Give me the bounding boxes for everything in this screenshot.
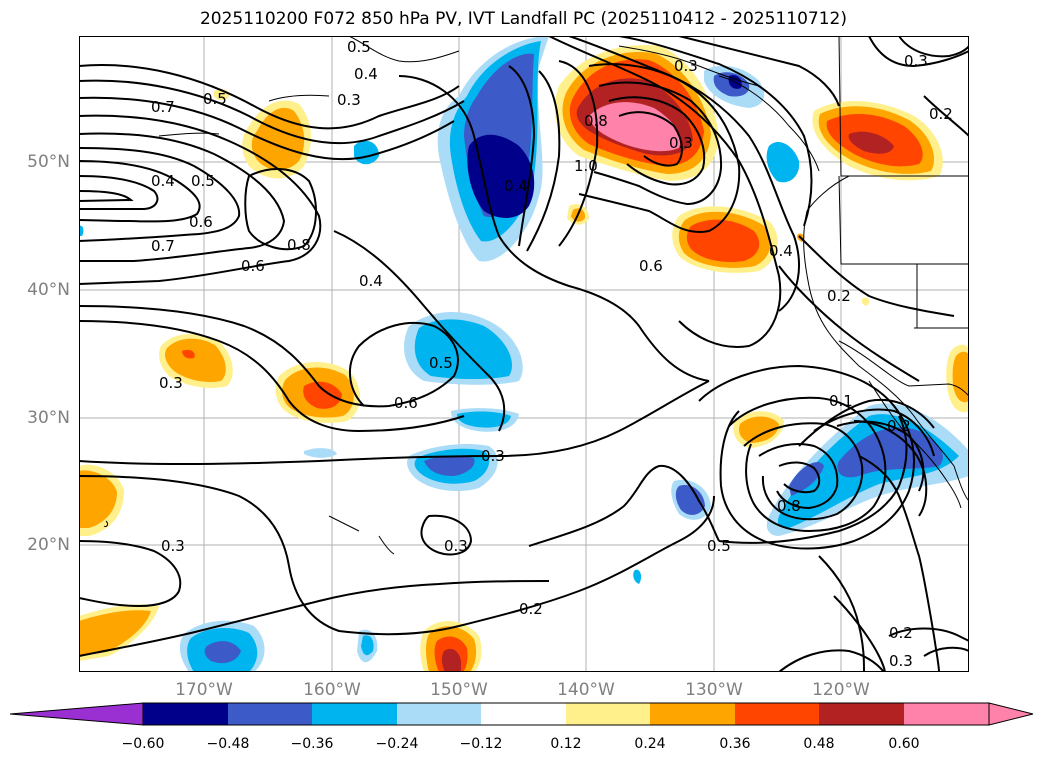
- colorbar-extend-low: [10, 702, 144, 726]
- contour-label: 0.5: [191, 172, 215, 190]
- colorbar-tick: −0.24: [375, 736, 419, 752]
- colorbar-bin: [904, 703, 989, 725]
- contour-label: 0.2: [887, 417, 911, 435]
- contour-label: 0.2: [519, 600, 543, 618]
- colorbar-bin: [143, 703, 228, 725]
- colorbar-extend-high: [988, 702, 1034, 726]
- lat-label-50n: 50°N: [27, 152, 70, 172]
- colorbar-tick: −0.12: [459, 736, 503, 752]
- contour-label: 0.2: [827, 287, 851, 305]
- contour-label: 0.6: [394, 394, 418, 412]
- pc-contours: [79, 36, 969, 672]
- contour-label: 0.4: [354, 65, 378, 83]
- colorbar-tick: −0.48: [206, 736, 250, 752]
- colorbar-tick: −0.60: [121, 736, 165, 752]
- lon-label-130w: 130°W: [685, 680, 743, 700]
- contour-label: 0.2: [929, 105, 953, 123]
- contour-label: 0.3: [904, 52, 928, 70]
- contour-label: 0.8: [584, 112, 608, 130]
- colorbar-bin: [819, 703, 904, 725]
- colorbar-bin: [312, 703, 397, 725]
- lat-label-30n: 30°N: [27, 408, 70, 428]
- contour-label: 0.8: [287, 236, 311, 254]
- contour-label: 1.0: [574, 157, 598, 175]
- map-panel: 0.5 0.4 0.3 0.7 0.5 0.4 0.5 0.6 0.7 0.8 …: [79, 36, 969, 672]
- lon-label-150w: 150°W: [430, 680, 488, 700]
- contour-label: 0.3: [444, 537, 468, 555]
- contour-label: 0.5: [203, 90, 227, 108]
- lon-label-140w: 140°W: [557, 680, 615, 700]
- colorbar-tick: 0.12: [550, 736, 582, 752]
- contour-label: 0.5: [429, 354, 453, 372]
- contour-label: 0.3: [674, 57, 698, 75]
- colorbar-tick: 0.60: [888, 736, 920, 752]
- contour-label: 0.6: [189, 213, 213, 231]
- contour-label: 0.4: [151, 172, 175, 190]
- contour-label: 0.3: [159, 374, 183, 392]
- map-title: 2025110200 F072 850 hPa PV, IVT Landfall…: [199, 9, 847, 29]
- contour-label: 0.8: [777, 497, 801, 515]
- contour-label: 0.7: [151, 98, 175, 116]
- contour-label: 0.7: [151, 237, 175, 255]
- colorbar-bin: [735, 703, 819, 725]
- colorbar-bin: [650, 703, 735, 725]
- negative-pv-fills: [79, 36, 969, 672]
- lon-label-160w: 160°W: [303, 680, 361, 700]
- contour-label: 0.3: [481, 447, 505, 465]
- contour-label: 0.5: [347, 38, 371, 56]
- coastlines: [103, 36, 969, 555]
- colorbar-tick: 0.24: [634, 736, 666, 752]
- lon-label-120w: 120°W: [812, 680, 870, 700]
- colorbar-bin: [397, 703, 481, 725]
- map-svg: 0.5 0.4 0.3 0.7 0.5 0.4 0.5 0.6 0.7 0.8 …: [79, 36, 969, 672]
- contour-label: 0.4: [504, 177, 528, 195]
- contour-label: 0.6: [639, 257, 663, 275]
- contour-label: 0.1: [829, 392, 853, 410]
- contour-label: 0.5: [707, 537, 731, 555]
- contour-label: 0.3: [161, 537, 185, 555]
- colorbar-bin: [228, 703, 312, 725]
- lat-label-20n: 20°N: [27, 535, 70, 555]
- contour-label: 0.4: [359, 272, 383, 290]
- contour-labels: 0.5 0.4 0.3 0.7 0.5 0.4 0.5 0.6 0.7 0.8 …: [151, 38, 953, 670]
- colorbar: [10, 702, 1034, 726]
- contour-label: 0.3: [889, 652, 913, 670]
- lat-label-40n: 40°N: [27, 280, 70, 300]
- contour-label: 0.6: [241, 257, 265, 275]
- colorbar-bin: [566, 703, 650, 725]
- contour-label: 0.3: [669, 134, 693, 152]
- colorbar-tick: 0.48: [803, 736, 835, 752]
- colorbar-tick: 0.36: [719, 736, 751, 752]
- lon-label-170w: 170°W: [175, 680, 233, 700]
- colorbar-tick: −0.36: [290, 736, 334, 752]
- colorbar-bin: [481, 703, 566, 725]
- contour-label: 0.2: [889, 624, 913, 642]
- contour-label: 0.4: [769, 242, 793, 260]
- contour-label: 0.3: [337, 91, 361, 109]
